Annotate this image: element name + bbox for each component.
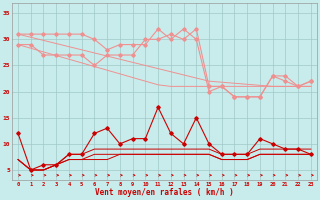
X-axis label: Vent moyen/en rafales ( km/h ): Vent moyen/en rafales ( km/h ) [95, 188, 234, 197]
